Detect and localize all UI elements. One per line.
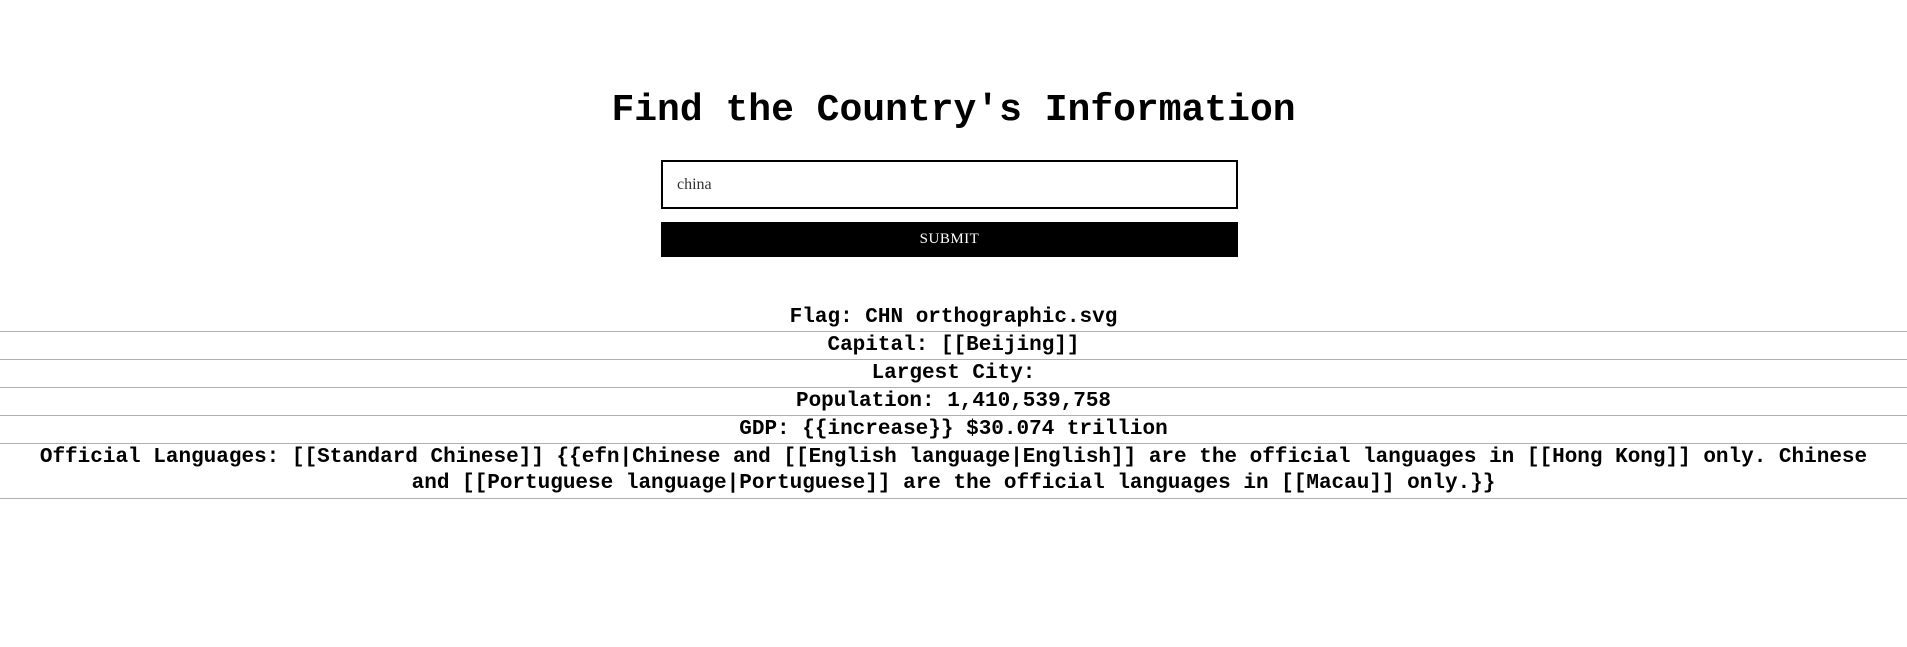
population-row: Population: 1,410,539,758 [0,388,1907,416]
gdp-row: GDP: {{increase}} $30.074 trillion [0,416,1907,444]
country-search-input[interactable] [661,160,1238,209]
flag-row: Flag: CHN orthographic.svg [0,304,1907,332]
capital-row: Capital: [[Beijing]] [0,332,1907,360]
search-form: SUBMIT [661,160,1238,257]
submit-button[interactable]: SUBMIT [661,222,1238,257]
official-languages-row: Official Languages: [[Standard Chinese]]… [0,444,1907,499]
page-title: Find the Country's Information [611,89,1296,132]
country-info-results: Flag: CHN orthographic.svg Capital: [[Be… [0,304,1907,499]
largest-city-row: Largest City: [0,360,1907,388]
